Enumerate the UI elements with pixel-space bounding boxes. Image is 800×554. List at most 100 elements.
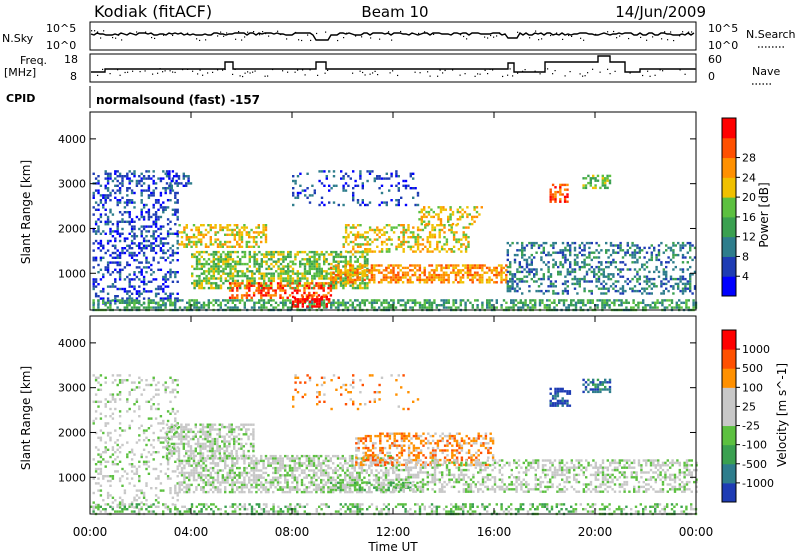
power-echo-region — [92, 170, 179, 305]
nave-dot — [247, 71, 249, 73]
x-tick-label: 16:00 — [477, 525, 512, 539]
nave-dot — [217, 69, 219, 71]
velocity-ylabel: Slant Range [km] — [19, 366, 33, 470]
cpid-value: normalsound (fast) -157 — [96, 93, 260, 107]
velocity-echo-region — [90, 503, 698, 516]
search-tick-high: 10^5 — [708, 22, 738, 35]
velocity-echo-region — [549, 387, 572, 407]
nave-dot — [249, 72, 251, 74]
freq-label-2: [MHz] — [4, 66, 36, 79]
nave-dot — [654, 74, 656, 76]
nave-dot — [587, 72, 589, 74]
nave-dot — [579, 73, 581, 75]
power-panel — [92, 170, 698, 312]
nave-dot — [507, 74, 509, 76]
nave-dot — [164, 70, 166, 72]
x-axis-label: Time UT — [367, 540, 418, 554]
y-tick-label: 3000 — [58, 382, 86, 395]
nave-dot — [254, 70, 256, 72]
nave-dot — [297, 69, 299, 71]
nave-dot — [252, 71, 254, 73]
nave-dot — [109, 73, 111, 75]
nave-dot — [97, 74, 99, 77]
nave-dot — [554, 69, 556, 72]
colorbar-segment — [722, 368, 736, 388]
nave-dot — [489, 68, 491, 70]
nave-dot — [359, 70, 361, 72]
nave-dot — [694, 68, 696, 70]
velocity-echo-region — [165, 423, 255, 460]
nave-label: Nave — [752, 65, 780, 78]
colorbar-segment — [722, 256, 736, 277]
nave-dot — [374, 70, 376, 72]
beam-title: Beam 10 — [361, 3, 428, 21]
nave-dot — [389, 72, 391, 74]
nave-dot — [517, 72, 519, 74]
nave-dot — [327, 69, 329, 72]
date-title: 14/Jun/2009 — [615, 3, 706, 21]
nave-dot — [172, 71, 174, 73]
nave-dot — [582, 75, 584, 77]
colorbar-tick-label: 25 — [742, 400, 756, 413]
colorbar-segment — [722, 463, 736, 484]
nave-dot — [522, 70, 524, 72]
nave-dot — [452, 69, 454, 71]
nave-dot — [477, 73, 479, 75]
nave-dot — [629, 72, 631, 74]
colorbar-segment — [722, 482, 736, 503]
nave-dot — [564, 75, 566, 77]
nave-dot — [437, 75, 439, 77]
power-echo-region — [506, 241, 697, 295]
colorbar-segment — [722, 216, 736, 238]
x-tick-label: 08:00 — [275, 525, 310, 539]
colorbar-frame — [721, 117, 737, 297]
freq-tick-high: 18 — [64, 53, 78, 66]
colorbar-tick-label: 12 — [742, 231, 756, 244]
velocity-y-ticks: 1000 2000 3000 4000 — [58, 337, 696, 484]
nave-dot — [512, 75, 514, 77]
colorbar-segment — [722, 276, 736, 297]
nave-dot — [202, 74, 204, 76]
nave-dot — [569, 71, 571, 73]
velocity-echo-region — [292, 374, 420, 411]
nave-dot — [152, 73, 154, 75]
freq-panel-frame — [89, 53, 697, 83]
nave-dot — [212, 71, 214, 73]
power-echo-region — [191, 250, 369, 290]
nave-dot — [174, 71, 176, 74]
velocity-colorbar: 1000 500 100 25 -25 -100 -500 -1000 — [721, 329, 774, 503]
nave-dot — [492, 69, 494, 71]
velocity-colorbar-label-text: Velocity [m s^-1] — [775, 363, 789, 467]
nave-dot — [169, 70, 171, 72]
velocity-panel — [90, 374, 698, 516]
velocity-echo-region — [393, 459, 698, 493]
nave-dot — [159, 68, 161, 70]
colorbar-segment — [722, 444, 736, 465]
colorbar-tick-label: 500 — [742, 362, 763, 375]
nave-dot — [162, 71, 164, 73]
nave-dot — [397, 74, 399, 77]
nave-dot — [187, 68, 189, 70]
power-echo-region — [342, 224, 470, 253]
nave-dot — [239, 75, 241, 77]
nave-dot — [119, 74, 121, 76]
colorbar-segment — [722, 387, 736, 407]
nave-dot — [364, 74, 366, 76]
freq-trace — [91, 55, 696, 78]
nave-dot — [484, 69, 486, 71]
nave-dot — [199, 69, 201, 71]
x-tick-label: 00:00 — [73, 525, 108, 539]
nave-dot — [139, 71, 141, 73]
nave-dot — [264, 75, 266, 77]
search-label: N.Search — [746, 28, 796, 41]
x-ticks: 00:00 04:00 08:00 12:00 16:00 20:00 00:00 — [73, 112, 713, 539]
power-echo-region — [549, 183, 569, 203]
nave-dot — [309, 69, 311, 71]
search-tick-low: 10^0 — [708, 39, 738, 52]
colorbar-segment — [722, 118, 736, 139]
nave-dot — [679, 69, 681, 71]
colorbar-tick-label: 28 — [742, 152, 756, 165]
sky-tick-low: 10^0 — [46, 39, 76, 52]
nave-dot — [302, 69, 304, 71]
